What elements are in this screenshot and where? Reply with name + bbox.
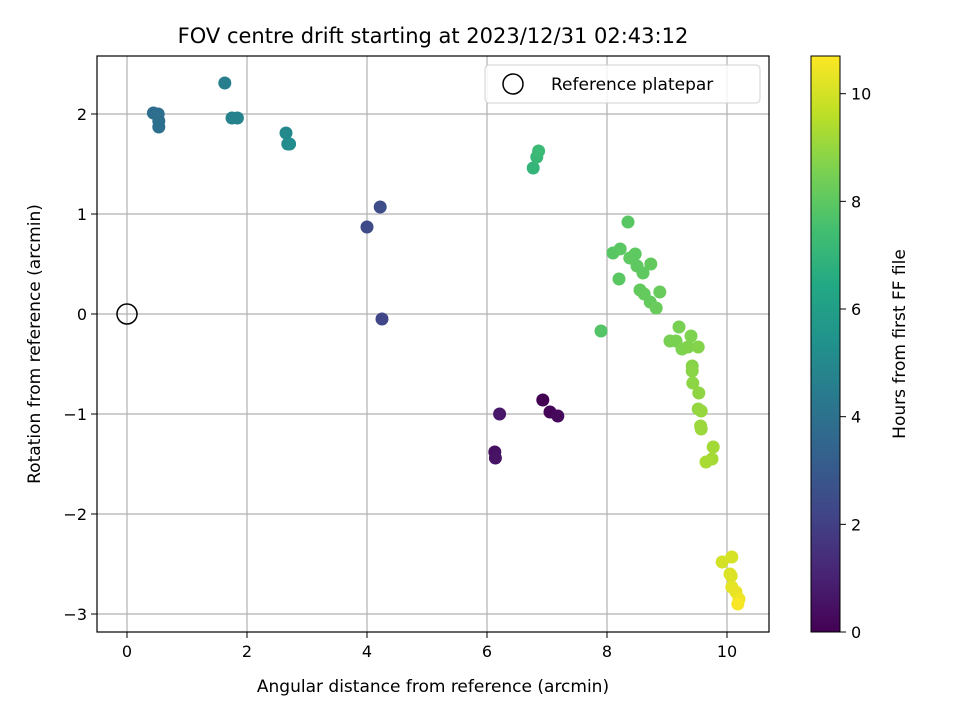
x-tick-label: 8	[602, 642, 612, 661]
data-point-25	[613, 242, 627, 256]
data-point-21	[532, 144, 546, 158]
colorbar-tick-label: 6	[851, 300, 861, 319]
data-point-5	[493, 407, 507, 421]
legend-entry-reference: Reference platepar	[551, 75, 713, 95]
plot-frame	[96, 55, 770, 633]
data-point-38	[672, 320, 686, 334]
data-point-52	[706, 440, 720, 454]
colorbar-tick-label: 8	[851, 192, 861, 211]
colorbar-gradient	[810, 55, 841, 633]
data-point-26	[612, 272, 626, 286]
data-point-8	[373, 200, 387, 214]
colorbar-label: Hours from first FF file	[890, 249, 910, 439]
data-point-31	[644, 257, 658, 271]
data-point-19	[526, 161, 540, 175]
data-point-51	[694, 422, 708, 436]
x-tick-label: 4	[362, 642, 372, 661]
data-point-16	[279, 126, 293, 140]
legend-box	[484, 64, 761, 104]
y-axis-label: Rotation from reference (arcmin)	[25, 204, 45, 484]
reference-platepar-marker	[116, 303, 138, 325]
data-point-28	[628, 247, 642, 261]
colorbar-tick-label: 0	[851, 623, 861, 642]
data-point-56	[725, 550, 739, 564]
data-point-54	[699, 455, 713, 469]
y-tick-label: −1	[63, 405, 87, 424]
data-point-2	[551, 409, 565, 423]
data-point-62	[731, 597, 745, 611]
data-point-15	[230, 111, 244, 125]
y-tick-label: 1	[77, 205, 87, 224]
data-point-4	[488, 451, 502, 465]
x-tick-label: 2	[242, 642, 252, 661]
colorbar-ticks: 0 2 4 6 8 10	[840, 85, 871, 642]
data-point-46	[686, 376, 700, 390]
data-point-6	[375, 312, 389, 326]
data-point-35	[653, 285, 667, 299]
data-point-18	[283, 137, 297, 151]
data-point-12	[152, 120, 166, 134]
x-axis-ticks: 0 2 4 6 8 10	[122, 632, 737, 661]
data-point-58	[724, 569, 738, 583]
y-tick-label: 0	[77, 305, 87, 324]
data-point-47	[692, 386, 706, 400]
x-tick-label: 0	[122, 642, 132, 661]
reference-marker-group	[116, 303, 138, 325]
colorbar-tick-label: 2	[851, 515, 861, 534]
data-point-42	[681, 340, 695, 354]
data-point-7	[360, 220, 374, 234]
x-tick-label: 10	[717, 642, 737, 661]
y-axis-ticks: −3 −2 −1 0 1 2	[63, 105, 97, 624]
data-point-36	[649, 301, 663, 315]
chart-title: FOV centre drift starting at 2023/12/31 …	[178, 24, 689, 48]
data-point-13	[218, 76, 232, 90]
colorbar-tick-label: 10	[851, 85, 871, 104]
x-tick-label: 6	[482, 642, 492, 661]
data-point-30	[636, 266, 650, 280]
data-point-45	[685, 364, 699, 378]
y-tick-label: −3	[63, 605, 87, 624]
colorbar-tick-label: 4	[851, 408, 861, 427]
data-point-22	[594, 324, 608, 338]
legend-reference-marker	[502, 73, 524, 95]
data-point-41	[684, 329, 698, 343]
scatter-points	[146, 76, 746, 611]
colorbar: 0 2 4 6 8 10 Hours from first FF file	[810, 55, 910, 642]
data-point-23	[621, 215, 635, 229]
data-point-49	[694, 404, 708, 418]
x-axis-label: Angular distance from reference (arcmin)	[257, 677, 609, 697]
data-point-0	[536, 393, 550, 407]
legend: Reference platepar	[484, 64, 761, 104]
y-tick-label: 2	[77, 105, 87, 124]
y-tick-label: −2	[63, 505, 87, 524]
data-point-43	[691, 340, 705, 354]
data-point-55	[715, 555, 729, 569]
